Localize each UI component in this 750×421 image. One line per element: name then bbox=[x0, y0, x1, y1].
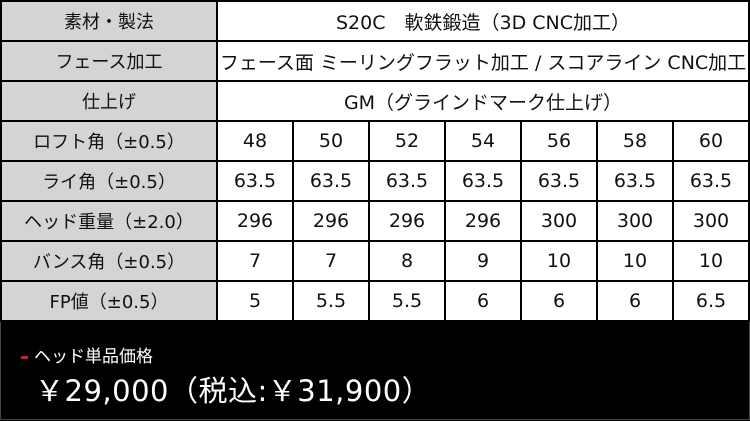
spec-cell: 60 bbox=[672, 120, 750, 162]
spec-cell: 6.5 bbox=[672, 280, 750, 322]
spec-cell: 63.5 bbox=[292, 160, 370, 202]
spec-cell: 63.5 bbox=[520, 160, 598, 202]
spec-cell: 300 bbox=[520, 200, 598, 242]
spec-cell: 7 bbox=[216, 240, 294, 282]
spec-cell: 63.5 bbox=[672, 160, 750, 202]
spec-cell: 5 bbox=[216, 280, 294, 322]
spec-cell: 296 bbox=[292, 200, 370, 242]
spec-cell: 50 bbox=[292, 120, 370, 162]
spec-cell: 6 bbox=[444, 280, 522, 322]
spec-row: FP値（±0.5） 5 5.5 5.5 6 6 6 6.5 bbox=[0, 280, 750, 322]
spec-row: ロフト角（±0.5） 48 50 52 54 56 58 60 bbox=[0, 120, 750, 162]
spec-label: ライ角（±0.5） bbox=[0, 160, 218, 202]
spec-cell: 63.5 bbox=[368, 160, 446, 202]
spec-row: バンス角（±0.5） 7 7 8 9 10 10 10 bbox=[0, 240, 750, 282]
spec-label: フェース加工 bbox=[0, 40, 218, 82]
spec-label: ロフト角（±0.5） bbox=[0, 120, 218, 162]
spec-cell: 296 bbox=[368, 200, 446, 242]
spec-cell: 8 bbox=[368, 240, 446, 282]
spec-cell: 9 bbox=[444, 240, 522, 282]
spec-table: 素材・製法 S20C 軟鉄鍛造（3D CNC加工） フェース加工 フェース面 ミーリン… bbox=[0, 0, 750, 322]
spec-row: 仕上げ GM（グラインドマーク仕上げ） bbox=[0, 80, 750, 122]
spec-cell: 296 bbox=[216, 200, 294, 242]
spec-cell: 300 bbox=[596, 200, 674, 242]
price-title: ヘッド単品価格 bbox=[21, 342, 153, 367]
price-value: ￥29,000（税込:￥31,900） bbox=[35, 374, 432, 408]
spec-value: S20C 軟鉄鍛造（3D CNC加工） bbox=[216, 0, 750, 42]
bullet-dash-icon bbox=[21, 355, 28, 359]
spec-cell: 54 bbox=[444, 120, 522, 162]
spec-cell: 5.5 bbox=[368, 280, 446, 322]
price-title-text: ヘッド単品価格 bbox=[34, 347, 153, 367]
spec-label: バンス角（±0.5） bbox=[0, 240, 218, 282]
spec-cell: 63.5 bbox=[216, 160, 294, 202]
spec-cell: 10 bbox=[596, 240, 674, 282]
spec-cell: 6 bbox=[596, 280, 674, 322]
spec-cell: 300 bbox=[672, 200, 750, 242]
spec-label: 仕上げ bbox=[0, 80, 218, 122]
spec-cell: 63.5 bbox=[444, 160, 522, 202]
spec-cell: 296 bbox=[444, 200, 522, 242]
spec-cell: 52 bbox=[368, 120, 446, 162]
spec-value: GM（グラインドマーク仕上げ） bbox=[216, 80, 750, 122]
spec-label: FP値（±0.5） bbox=[0, 280, 218, 322]
spec-cell: 10 bbox=[672, 240, 750, 282]
price-section: ヘッド単品価格 ￥29,000（税込:￥31,900） bbox=[0, 322, 750, 420]
spec-label: 素材・製法 bbox=[0, 0, 218, 42]
spec-row: 素材・製法 S20C 軟鉄鍛造（3D CNC加工） bbox=[0, 0, 750, 42]
spec-cell: 56 bbox=[520, 120, 598, 162]
spec-cell: 63.5 bbox=[596, 160, 674, 202]
spec-cell: 10 bbox=[520, 240, 598, 282]
spec-value: フェース面 ミーリングフラット加工 / スコアライン CNC加工 bbox=[216, 40, 750, 82]
spec-cell: 5.5 bbox=[292, 280, 370, 322]
spec-cell: 48 bbox=[216, 120, 294, 162]
spec-row: ライ角（±0.5） 63.5 63.5 63.5 63.5 63.5 63.5 63.5 bbox=[0, 160, 750, 202]
spec-cell: 6 bbox=[520, 280, 598, 322]
spec-row: ヘッド重量（±2.0） 296 296 296 296 300 300 300 bbox=[0, 200, 750, 242]
spec-cell: 58 bbox=[596, 120, 674, 162]
spec-label: ヘッド重量（±2.0） bbox=[0, 200, 218, 242]
spec-row: フェース加工 フェース面 ミーリングフラット加工 / スコアライン CNC加工 bbox=[0, 40, 750, 82]
spec-cell: 7 bbox=[292, 240, 370, 282]
